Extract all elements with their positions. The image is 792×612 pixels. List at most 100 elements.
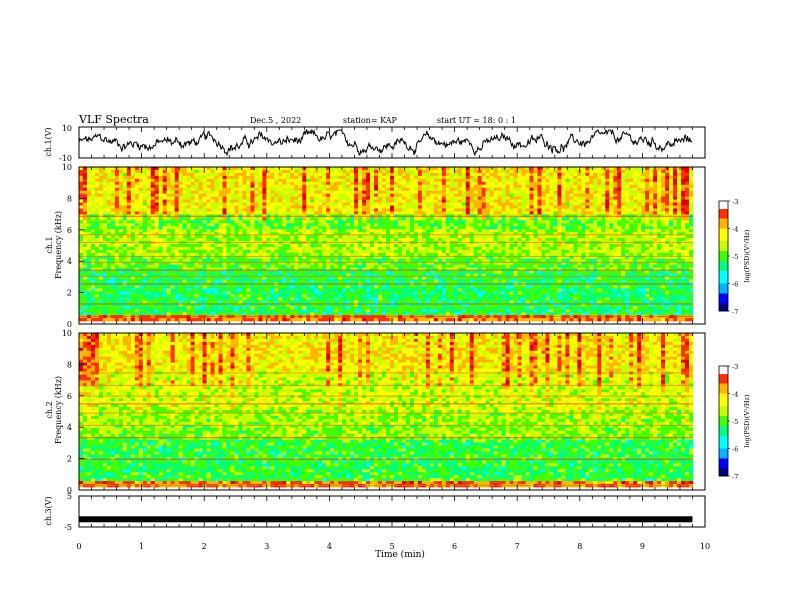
spectrogram-cell — [234, 172, 239, 177]
spectrogram-cell — [473, 196, 478, 200]
spectrogram-cell — [513, 244, 518, 248]
spectrogram-cell — [389, 181, 395, 186]
spectrogram-cell — [326, 205, 331, 209]
spectrogram-cell — [290, 172, 295, 177]
spectrogram-cell — [242, 169, 247, 174]
spectrogram-cell — [286, 202, 291, 206]
ch1-ytick-top: 10 — [62, 124, 72, 133]
spectrogram-cell — [525, 211, 530, 215]
spectrogram-cell — [266, 238, 271, 242]
spectrogram-cell — [82, 220, 88, 224]
spectrogram-cell — [393, 169, 399, 174]
spectrogram-cell — [270, 193, 275, 197]
spectrogram-cell — [106, 238, 112, 242]
spectrogram-cell — [202, 208, 207, 212]
spectrogram-cell — [441, 178, 447, 183]
spectrogram-cell — [613, 211, 618, 215]
spectrogram-cell — [146, 190, 152, 194]
spectrogram-cell — [130, 220, 136, 224]
spectrogram-cell — [146, 244, 152, 248]
spectrogram-cell — [366, 187, 371, 191]
spectrogram-cell — [354, 181, 359, 186]
spectrogram-cell — [585, 226, 590, 230]
spectrogram-cell — [90, 208, 96, 212]
spectrogram-cell — [437, 190, 443, 194]
spectrogram-cell — [306, 187, 311, 191]
spectrogram-cell — [613, 220, 618, 224]
spectrogram-cell — [230, 226, 235, 230]
spectrogram-cell — [437, 229, 443, 233]
spectrogram-cell — [665, 246, 670, 251]
spectrogram-cell — [186, 232, 191, 236]
spectrogram-cell — [689, 178, 694, 183]
spectrogram-cell — [94, 202, 100, 206]
spectrogram-cell — [242, 246, 247, 251]
spectrogram-cell — [310, 238, 315, 242]
spectrogram-cell — [657, 196, 662, 200]
spectrogram-cell — [258, 226, 263, 230]
spectrogram-cell — [633, 232, 638, 236]
spectrogram-cell — [142, 178, 148, 183]
spectrogram-cell — [214, 232, 219, 236]
spectrogram-cell — [134, 172, 140, 177]
spectrogram-cell — [389, 223, 395, 227]
spectrogram-cell — [258, 196, 263, 200]
spectrogram-cell — [577, 181, 582, 186]
spectrogram-cell — [234, 181, 239, 186]
spectrogram-cell — [417, 258, 423, 263]
spectrogram-cell — [513, 246, 518, 251]
spectrogram-cell — [158, 190, 164, 194]
spectrogram-cell — [150, 232, 156, 236]
spectrogram-cell — [465, 181, 471, 186]
spectrogram-cell — [238, 178, 243, 183]
spectrogram-cell — [90, 181, 96, 186]
spectrogram-cell — [641, 255, 646, 260]
spectrogram-cell — [270, 169, 275, 174]
spectrogram-cell — [489, 190, 494, 194]
spectrogram-cell — [142, 211, 148, 215]
spectrogram-cell — [270, 258, 275, 263]
spectrogram-cell — [318, 223, 323, 227]
spectrogram-cell — [350, 235, 355, 239]
spectrogram-cell — [194, 175, 199, 180]
spectrogram-cell — [389, 205, 395, 209]
spectrogram-cell — [202, 235, 207, 239]
spectrogram-cell — [601, 205, 606, 209]
spectrogram-cell — [110, 235, 116, 239]
spectrogram-cell — [685, 202, 690, 206]
spectrogram-cell — [186, 252, 191, 257]
spectrogram-cell — [154, 172, 160, 177]
spectrogram-cell — [477, 184, 482, 189]
spectrogram-cell — [206, 202, 211, 206]
spectrogram-cell — [473, 199, 478, 203]
spectrogram-cell — [589, 244, 594, 248]
spectrogram-cell — [417, 252, 423, 257]
spectrogram-cell — [561, 235, 566, 239]
spectrogram-cell — [134, 193, 140, 197]
spectrogram-cell — [326, 226, 331, 230]
spectrogram-cell — [605, 238, 610, 242]
spectrogram-cell — [318, 235, 323, 239]
spectrogram-cell — [573, 169, 578, 174]
spectrogram-cell — [561, 205, 566, 209]
spectrogram-cell — [469, 169, 475, 174]
spectrogram-cell — [405, 238, 411, 242]
spectrogram-cell — [421, 199, 427, 203]
spectrogram-cell — [569, 235, 574, 239]
spectrogram-cell — [190, 235, 195, 239]
spectrogram-cell — [593, 208, 598, 212]
spectrogram-cell — [481, 184, 486, 189]
spectrogram-cell — [318, 249, 323, 254]
spectrogram-cell — [138, 229, 144, 233]
spectrogram-cell — [469, 226, 475, 230]
spectrogram-cell — [589, 249, 594, 254]
spectrogram-cell — [310, 252, 315, 257]
spectrogram-cell — [669, 249, 674, 254]
spectrogram-cell — [182, 199, 187, 203]
spectrogram-cell — [182, 226, 187, 230]
spectrogram-cell — [334, 181, 339, 186]
spectrogram-cell — [234, 255, 239, 260]
spectrogram-cell — [577, 211, 582, 215]
spectrogram-cell — [90, 255, 96, 260]
spectrogram-cell — [541, 175, 546, 180]
